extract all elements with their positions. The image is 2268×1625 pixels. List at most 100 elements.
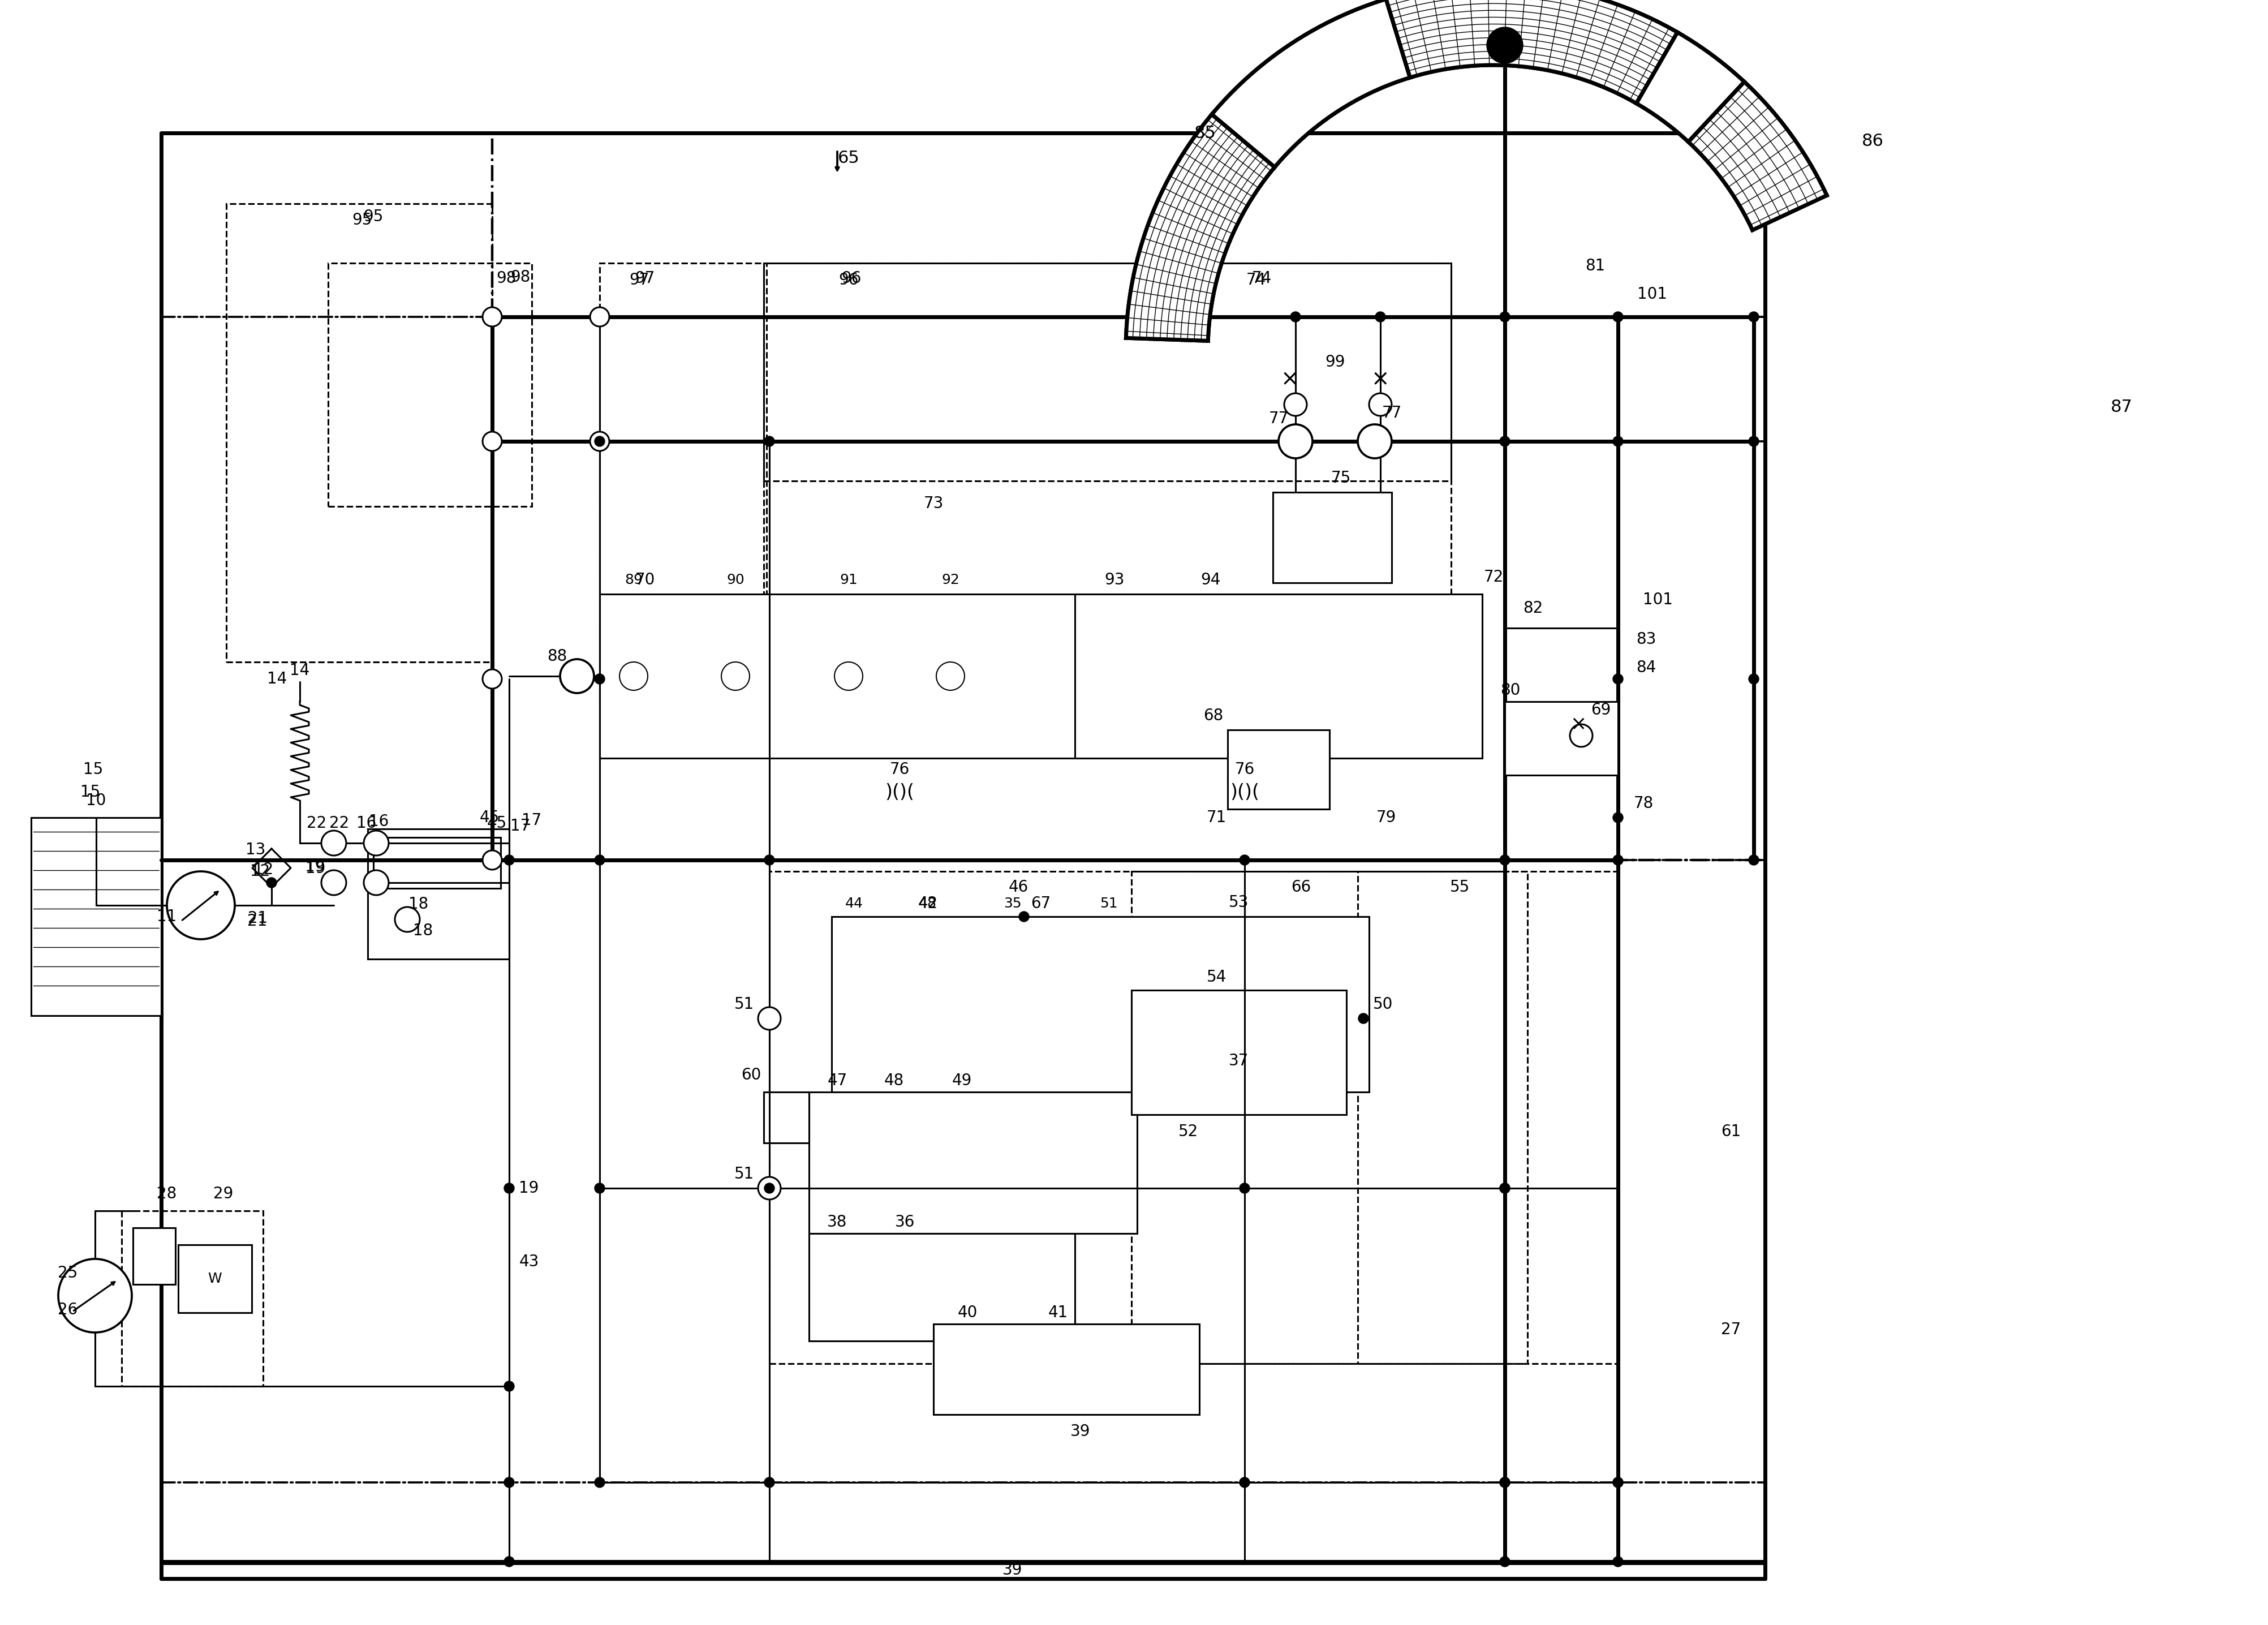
Text: 84: 84	[1635, 660, 1656, 676]
Bar	[769, 871, 1506, 1363]
Text: )()(: )()(	[1229, 783, 1259, 801]
Circle shape	[764, 855, 773, 864]
Circle shape	[1613, 312, 1624, 322]
Bar	[32, 817, 161, 1016]
Text: 41: 41	[1048, 1305, 1068, 1321]
Bar	[934, 1324, 1200, 1414]
Bar	[1359, 871, 1617, 1363]
Circle shape	[1749, 674, 1760, 684]
Text: 14: 14	[290, 663, 311, 678]
Text: 54: 54	[1207, 968, 1227, 985]
Text: 43: 43	[519, 1255, 540, 1269]
Text: 95: 95	[352, 213, 372, 228]
Bar	[1132, 871, 1526, 1363]
Circle shape	[1499, 1477, 1510, 1487]
Bar	[810, 1233, 1075, 1341]
Circle shape	[483, 307, 501, 327]
Text: 94: 94	[1200, 572, 1220, 588]
Text: )()(: )()(	[885, 783, 914, 801]
Bar	[764, 1092, 810, 1142]
Text: 81: 81	[1585, 258, 1606, 275]
Text: 11: 11	[156, 908, 177, 925]
Bar	[227, 203, 492, 661]
Text: 97: 97	[635, 270, 655, 286]
Text: 40: 40	[957, 1305, 978, 1321]
Text: 65: 65	[837, 150, 860, 167]
Text: 19: 19	[306, 861, 327, 876]
Circle shape	[764, 1477, 773, 1487]
Circle shape	[1613, 855, 1624, 864]
Text: 70: 70	[635, 572, 655, 588]
Text: 46: 46	[1009, 879, 1027, 895]
Text: 66: 66	[1290, 879, 1311, 895]
Bar	[492, 133, 1765, 860]
Bar	[122, 1211, 263, 1386]
Circle shape	[1359, 1014, 1368, 1024]
Bar	[832, 916, 1370, 1092]
Circle shape	[363, 830, 388, 855]
Text: 98: 98	[510, 270, 531, 284]
Text: 39: 39	[1070, 1424, 1091, 1440]
Text: 61: 61	[1721, 1124, 1742, 1139]
Text: 82: 82	[1524, 600, 1542, 616]
Text: 67: 67	[1032, 895, 1050, 912]
Circle shape	[1284, 393, 1306, 416]
Circle shape	[1241, 855, 1250, 864]
Text: 101: 101	[1642, 592, 1672, 608]
Text: 25: 25	[59, 1266, 77, 1280]
Text: 87: 87	[2112, 400, 2132, 416]
Text: 85: 85	[1193, 125, 1216, 141]
Text: 35: 35	[1005, 897, 1021, 910]
Circle shape	[1018, 912, 1030, 921]
Text: 47: 47	[828, 1072, 848, 1089]
Text: 86: 86	[1862, 133, 1882, 150]
Text: 48: 48	[919, 897, 937, 910]
Text: 55: 55	[1449, 879, 1470, 895]
Circle shape	[1241, 1183, 1250, 1193]
Circle shape	[1374, 312, 1386, 322]
Text: 80: 80	[1501, 682, 1520, 699]
Circle shape	[590, 307, 610, 327]
Circle shape	[1499, 1183, 1510, 1193]
Text: 52: 52	[1177, 1124, 1198, 1139]
Text: 37: 37	[1229, 1053, 1250, 1069]
Circle shape	[1499, 1183, 1510, 1193]
Circle shape	[594, 674, 606, 684]
Text: 51: 51	[735, 1167, 753, 1181]
Circle shape	[1499, 1477, 1510, 1487]
Bar	[599, 263, 767, 704]
Circle shape	[483, 850, 501, 869]
Text: 29: 29	[213, 1186, 234, 1202]
Circle shape	[590, 432, 610, 452]
Bar	[810, 1092, 1136, 1233]
Text: 18: 18	[413, 923, 433, 939]
Text: 22: 22	[329, 816, 349, 830]
Text: 97: 97	[628, 271, 649, 288]
Text: 48: 48	[885, 1072, 905, 1089]
Circle shape	[1499, 1557, 1510, 1566]
Text: 17: 17	[522, 812, 542, 829]
Circle shape	[1749, 436, 1760, 447]
Circle shape	[503, 1477, 515, 1487]
Text: 98: 98	[497, 270, 517, 286]
Bar	[599, 595, 1483, 759]
Text: 75: 75	[1331, 470, 1352, 486]
Circle shape	[483, 432, 501, 452]
Text: 76: 76	[889, 762, 909, 777]
Circle shape	[503, 855, 515, 864]
Text: ×: ×	[1372, 369, 1390, 390]
Circle shape	[594, 855, 606, 864]
Text: 68: 68	[1204, 708, 1222, 723]
Text: 26: 26	[59, 1302, 77, 1318]
Text: 51: 51	[735, 996, 753, 1012]
Circle shape	[1488, 28, 1522, 63]
Text: 92: 92	[941, 574, 959, 587]
Text: 60: 60	[742, 1068, 762, 1082]
Circle shape	[1613, 1477, 1624, 1487]
Polygon shape	[1687, 81, 1826, 231]
Bar	[764, 263, 1452, 704]
Text: ×: ×	[1281, 369, 1300, 390]
Circle shape	[1569, 725, 1592, 748]
Bar	[1227, 730, 1329, 809]
Text: 15: 15	[84, 762, 104, 777]
